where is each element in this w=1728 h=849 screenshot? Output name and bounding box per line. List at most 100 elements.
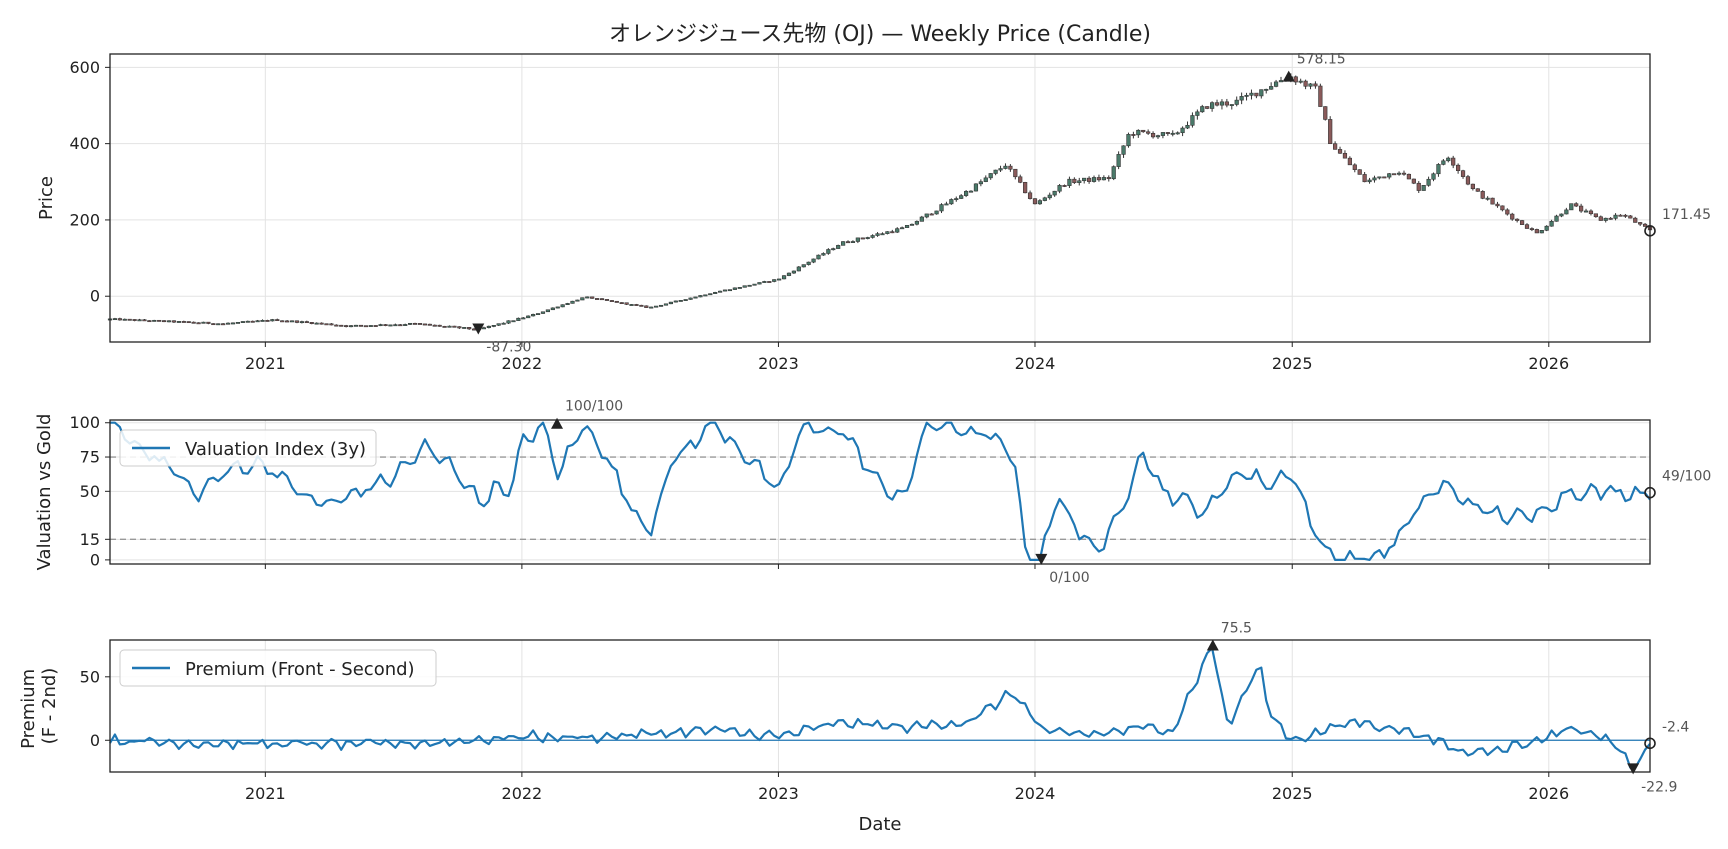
price-annotations: 578.15 -87.30 171.45 <box>472 52 1711 356</box>
valuation-max-label: 100/100 <box>565 399 623 415</box>
price-candle-body <box>978 181 983 185</box>
price-candle-body <box>1269 86 1274 90</box>
price-candle-body <box>1210 102 1215 109</box>
price-candle-body <box>1564 209 1569 215</box>
price-candle-body <box>1205 106 1210 109</box>
price-candle-body <box>506 320 511 324</box>
price-candle-body <box>555 306 560 309</box>
price-candle-body <box>363 325 368 328</box>
price-candle-body <box>811 258 816 263</box>
price-candle-body <box>457 326 462 329</box>
price-candle-body <box>1593 213 1598 218</box>
price-candle-body <box>1013 168 1018 178</box>
price-candle-body <box>137 319 142 322</box>
price-candle-body <box>1008 165 1013 170</box>
price-candle-body <box>1628 215 1633 219</box>
price-candle-body <box>1539 230 1544 234</box>
price-candle-body <box>1042 197 1047 201</box>
price-candle-body <box>1047 194 1052 199</box>
price-candle-body <box>1249 92 1254 96</box>
price-candle-body <box>250 320 255 323</box>
price-candle-body <box>698 295 703 298</box>
price-candle-body <box>221 323 226 326</box>
price-candle-body <box>993 169 998 174</box>
price-candle-body <box>737 287 742 289</box>
price-candle-body <box>1480 191 1485 199</box>
price-candle-body <box>693 296 698 299</box>
price-candle-body <box>1150 133 1156 138</box>
price-candle-body <box>540 311 546 314</box>
price-candle-body <box>1180 127 1185 134</box>
price-candle-body <box>850 241 856 243</box>
premium-y-axis-label-line2: (F - 2nd) <box>39 668 60 745</box>
price-candle-body <box>895 228 900 233</box>
price-candle-body <box>1052 190 1057 196</box>
valuation-last-label: 49/100 <box>1662 469 1711 485</box>
price-candle-body <box>1077 180 1082 183</box>
price-candle-body <box>688 297 693 300</box>
price-candle-body <box>1401 172 1407 175</box>
price-candle-body <box>1549 221 1554 227</box>
price-candle-body <box>1475 188 1480 192</box>
price-candle-body <box>570 300 575 304</box>
price-candle-body <box>1603 217 1608 221</box>
price-candle-body <box>658 304 664 307</box>
price-candle-body <box>403 324 408 326</box>
price-candle-body <box>1018 176 1023 183</box>
price-candle-body <box>594 298 600 300</box>
price-y-tick-label: 400 <box>69 134 100 153</box>
premium-x-tick-label: 2025 <box>1272 784 1313 803</box>
price-candle-body <box>412 322 418 325</box>
price-candle-body <box>171 320 177 323</box>
valuation-legend-box <box>119 429 377 467</box>
price-candle-body <box>1087 177 1092 182</box>
price-y-axis-label: Price <box>36 176 57 220</box>
price-candle-body <box>585 296 590 299</box>
price-candle-body <box>968 190 974 193</box>
premium-legend: Premium (Front - Second) <box>119 649 437 687</box>
price-candle-body <box>1574 203 1579 207</box>
valuation-y-tick-label: 100 <box>69 413 100 432</box>
price-candle-body <box>1313 83 1318 87</box>
price-candle-body <box>447 325 452 328</box>
price-candle-body <box>1146 131 1151 134</box>
price-candle-body <box>1505 209 1510 215</box>
price-candle-body <box>152 319 157 322</box>
price-candle-body <box>1495 203 1500 207</box>
price-candle-body <box>668 301 673 305</box>
price-candle-body <box>1116 154 1121 167</box>
valuation-y-tick-label: 50 <box>80 482 100 501</box>
price-candle-body <box>408 322 413 325</box>
price-y-tick-label: 0 <box>90 287 100 306</box>
price-candle-body <box>398 324 403 327</box>
price-candle-body <box>663 303 669 306</box>
valuation-y-tick-label: 15 <box>80 530 100 549</box>
price-candle-body <box>727 289 733 292</box>
price-candle-body <box>1234 99 1239 105</box>
price-candle-body <box>422 323 427 326</box>
price-candle-body <box>1303 80 1308 87</box>
price-candle-body <box>919 216 924 222</box>
price-candle-body <box>1333 143 1338 150</box>
price-candle-body <box>1259 89 1264 97</box>
price-candle-body <box>1318 85 1323 107</box>
price-candle-body <box>831 248 836 251</box>
price-candle-body <box>806 261 811 265</box>
price-candle-body <box>225 322 231 325</box>
price-min-label: -87.30 <box>486 340 531 356</box>
price-candle-body <box>1264 88 1269 91</box>
price-candle-body <box>781 275 787 280</box>
price-candle-body <box>1091 177 1097 182</box>
price-candle-body <box>373 325 378 327</box>
price-candle-body <box>1224 101 1229 106</box>
price-candle-body <box>1062 185 1067 187</box>
valuation-max-marker <box>551 417 564 429</box>
price-candle-body <box>1357 169 1362 175</box>
price-candle-body <box>535 313 541 316</box>
price-candle-body <box>1534 229 1539 234</box>
price-candle-body <box>678 300 683 302</box>
price-candle-body <box>1421 185 1426 191</box>
premium-series-line <box>109 646 1651 769</box>
price-candle-body <box>378 324 383 327</box>
